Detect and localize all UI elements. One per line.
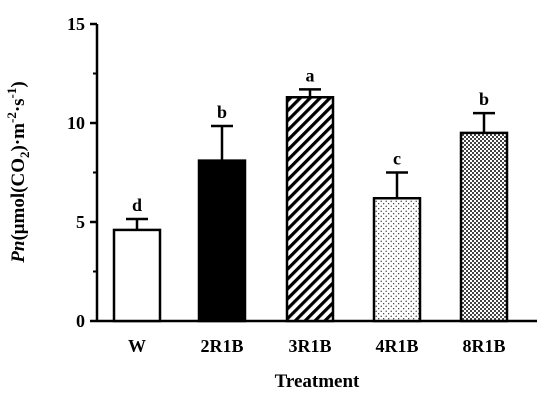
y-axis-title-sup1: -2 <box>4 112 19 123</box>
x-tick-label: 4R1B <box>375 336 418 356</box>
x-tick-label: 8R1B <box>462 336 505 356</box>
significance-letter: b <box>217 102 227 122</box>
labels: 0 5 10 15 d Wb 2R1B a 3R1B c 4R1B b 8R1B <box>67 14 506 356</box>
x-tick-label: 2R1B <box>200 336 243 356</box>
significance-letter: a <box>306 65 315 85</box>
y-axis-title-sub: 2 <box>17 152 32 159</box>
significance-letter: b <box>479 89 489 109</box>
y-axis-title-sup2: -1 <box>4 88 19 99</box>
y-tick-label: 15 <box>67 14 85 34</box>
x-tick-label: W <box>128 336 146 356</box>
y-axis-title-end: ) <box>8 81 29 87</box>
significance-letter: c <box>393 149 401 169</box>
x-tick-label: 3R1B <box>288 336 331 356</box>
bar-2r1b <box>197 159 247 323</box>
y-axis-title-mid: )·m <box>8 123 29 152</box>
bars <box>112 88 509 323</box>
y-axis-title-unit: (μmol(CO <box>8 158 29 241</box>
y-tick-label: 0 <box>76 311 85 331</box>
y-tick-label: 10 <box>67 113 85 133</box>
bar-3r1b <box>285 96 335 323</box>
y-tick-label: 5 <box>76 212 85 232</box>
bar-8r1b <box>459 131 509 323</box>
significance-letter: d <box>132 195 142 215</box>
bar-w <box>112 228 162 323</box>
y-axis-title: Pn(μmol(CO2)·m-2·s-1) <box>4 81 32 263</box>
y-axis-title-dot: ·s <box>8 98 29 112</box>
x-axis-title: Treatment <box>275 371 360 392</box>
y-axis-title-italic: Pn <box>8 241 29 264</box>
bar-4r1b <box>372 196 422 323</box>
